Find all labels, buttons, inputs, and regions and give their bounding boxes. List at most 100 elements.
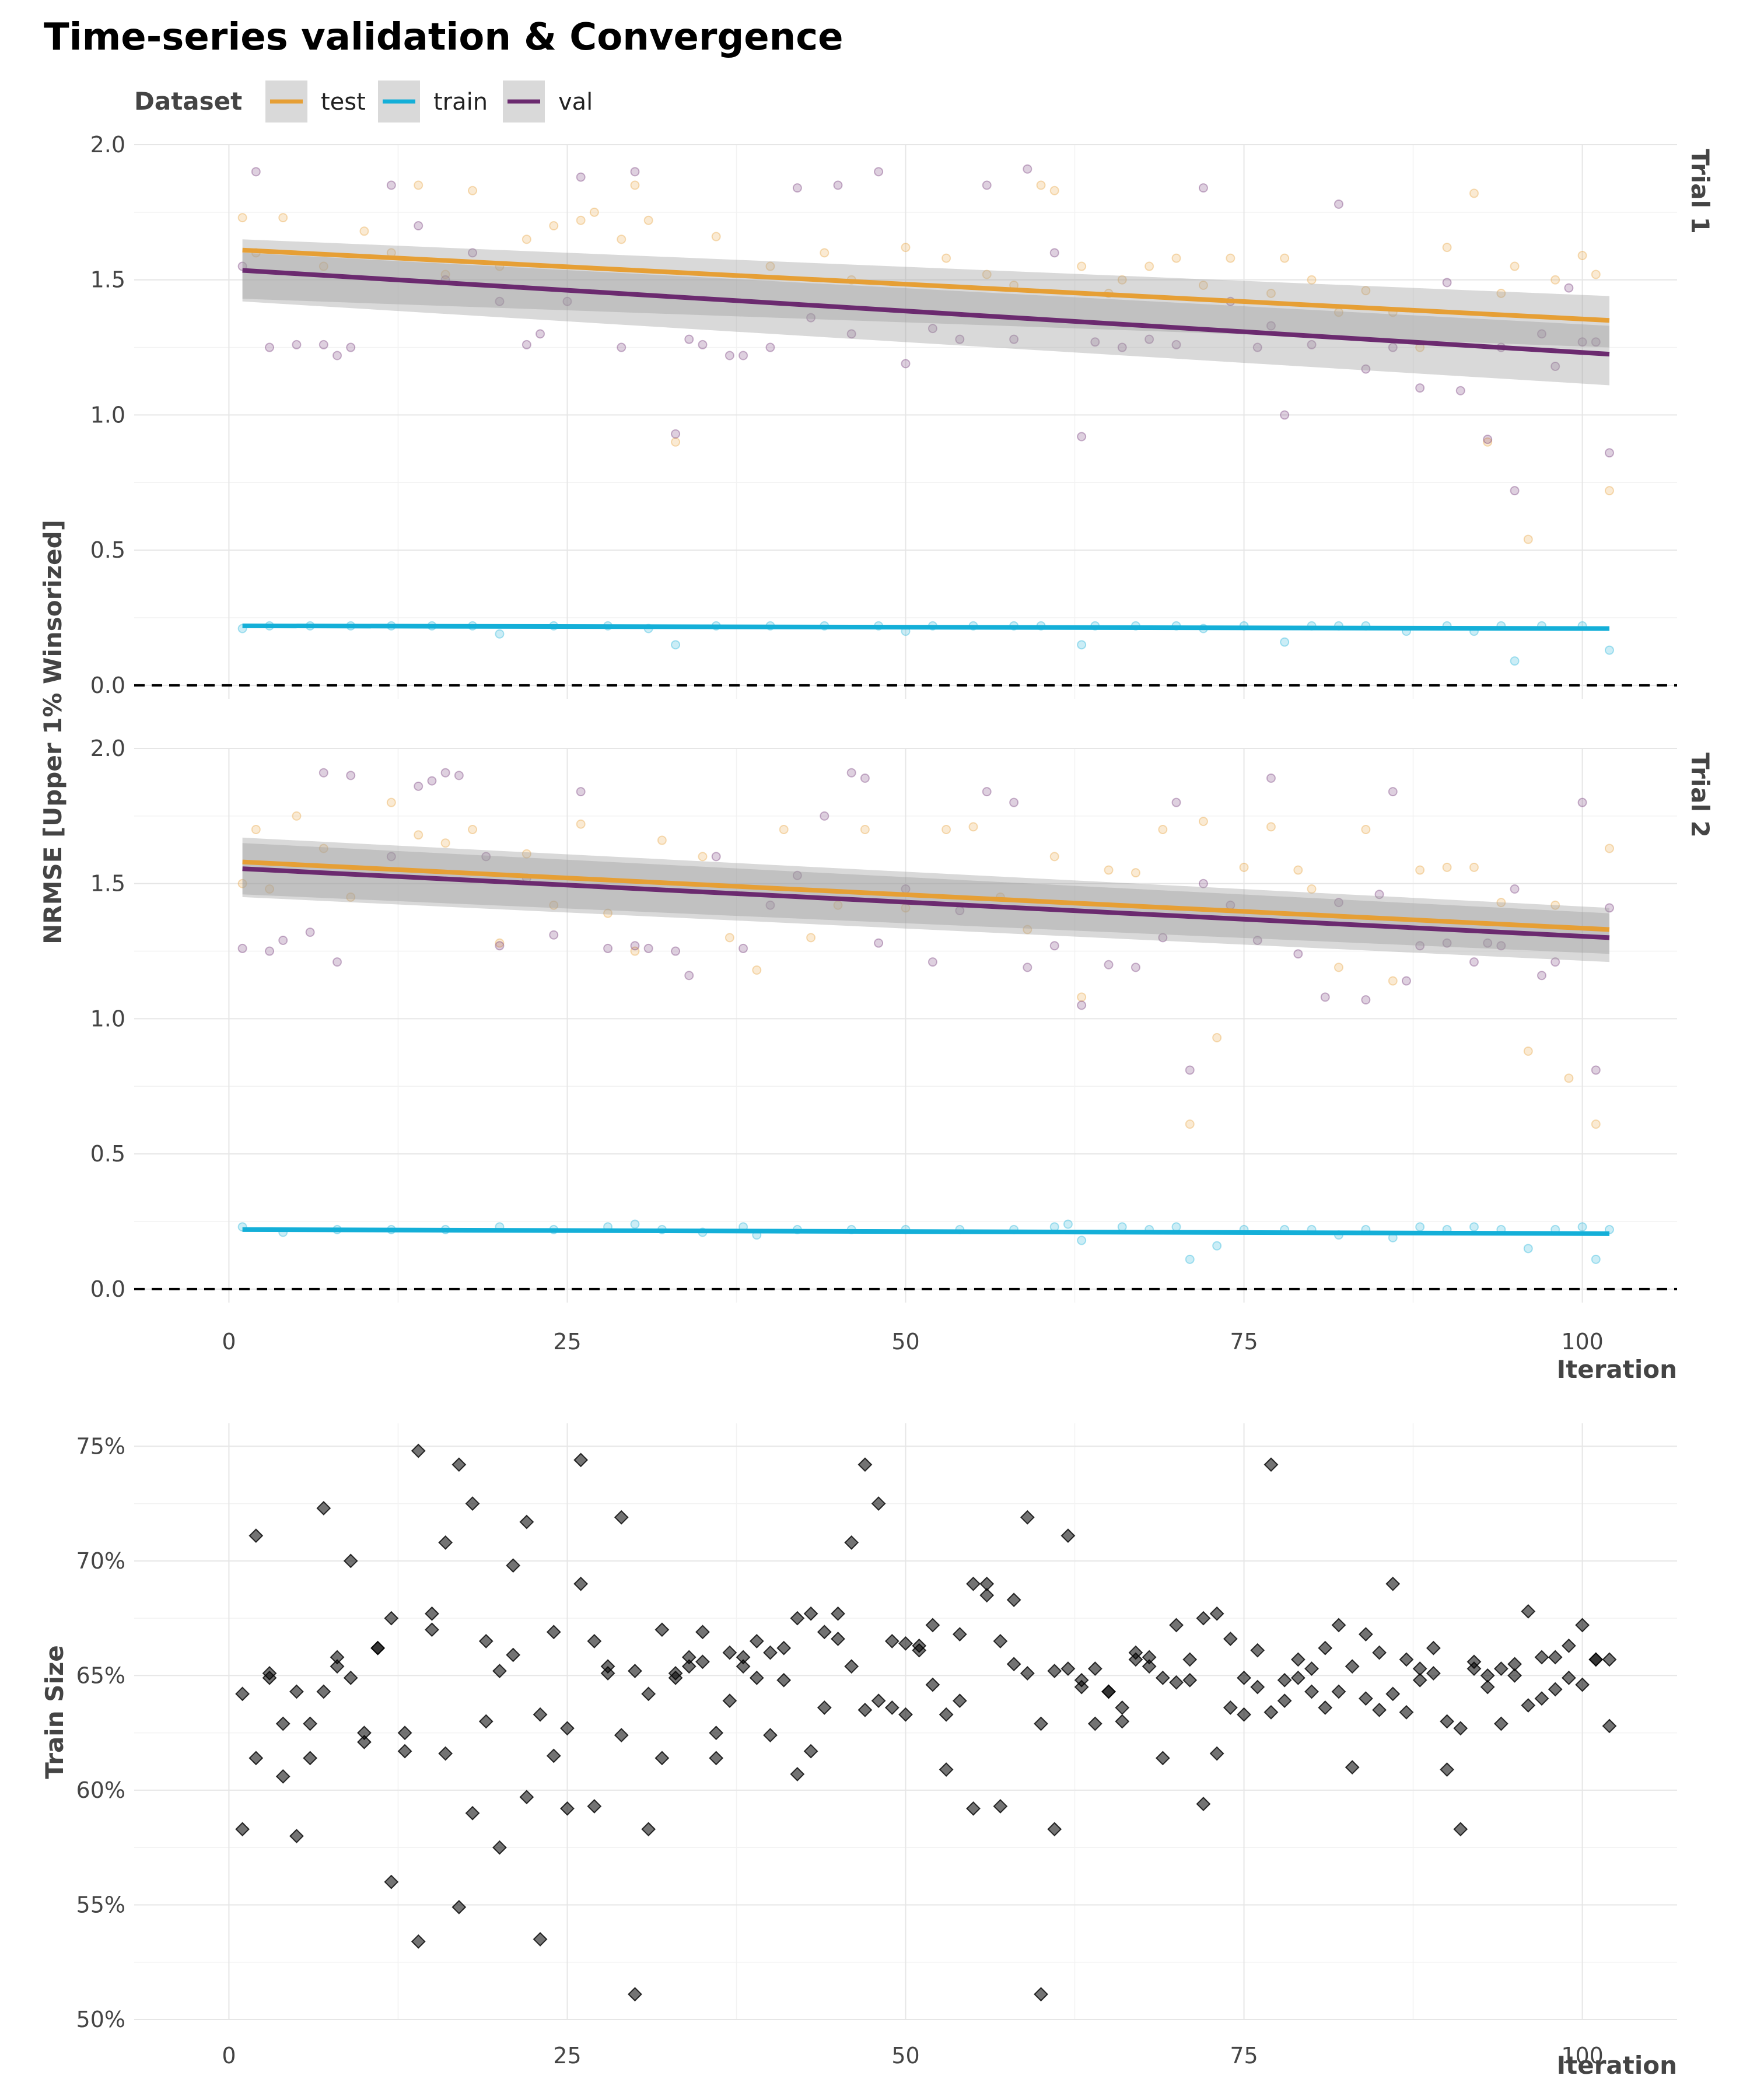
train-size-point [546, 1625, 561, 1640]
point-test [1036, 180, 1046, 190]
train-size-point [560, 1721, 575, 1736]
point-val [724, 351, 734, 360]
train-size-point [587, 1799, 602, 1814]
point-test [440, 838, 450, 848]
point-test [414, 180, 424, 190]
train-size-point [1087, 1716, 1102, 1731]
point-train [1523, 1244, 1533, 1254]
point-test [1023, 925, 1032, 935]
train-size-point [1426, 1666, 1441, 1681]
train-size-point [614, 1728, 629, 1742]
train-size-point [1480, 1679, 1495, 1695]
train-size-point [316, 1684, 331, 1699]
point-val [630, 167, 640, 177]
train-size-point [411, 1934, 426, 1949]
point-test [942, 825, 951, 835]
point-test [278, 213, 288, 223]
train-size-point [546, 1748, 561, 1763]
y-tick-label: 65% [76, 1662, 125, 1688]
train-size-point [1345, 1760, 1360, 1775]
train-size-point [1237, 1707, 1251, 1722]
train-size-point [397, 1726, 412, 1741]
point-val [874, 167, 884, 177]
train-size-point [506, 1558, 521, 1573]
train-size-point [681, 1659, 696, 1674]
train-size-point [384, 1611, 399, 1626]
train-size-point [776, 1672, 792, 1688]
point-val [237, 943, 247, 953]
point-train [1212, 1241, 1222, 1251]
point-train [1469, 1222, 1479, 1232]
train-size-point [316, 1501, 331, 1516]
point-val [346, 342, 356, 352]
point-test [1496, 288, 1506, 298]
x-tick-label: 75 [1230, 1329, 1258, 1354]
point-val [820, 811, 830, 821]
point-test [1226, 253, 1236, 263]
train-size-point [303, 1716, 318, 1731]
train-size-point [939, 1762, 954, 1777]
point-val [1077, 432, 1087, 442]
point-val [765, 900, 775, 910]
point-train [1077, 640, 1087, 650]
point-val [414, 781, 424, 791]
point-val [1442, 278, 1452, 288]
trend-line-test [242, 859, 1610, 932]
y-tick-label: 75% [76, 1433, 125, 1459]
train-size-point [831, 1606, 845, 1621]
train-size-point [235, 1822, 250, 1837]
point-val [1023, 164, 1032, 174]
train-size-point [898, 1707, 913, 1722]
point-test [576, 215, 586, 225]
train-size-point [519, 1790, 534, 1805]
train-size-point [952, 1627, 967, 1642]
point-val [1280, 410, 1290, 420]
train-size-point [1060, 1661, 1076, 1676]
point-val [1510, 486, 1520, 496]
point-val [481, 852, 491, 862]
point-val [536, 329, 545, 339]
train-size-point [1385, 1576, 1401, 1591]
point-val [318, 340, 328, 349]
point-test [630, 180, 640, 190]
point-val [562, 296, 572, 306]
train-size-point [1304, 1661, 1319, 1676]
point-val [1388, 342, 1398, 352]
y-tick-label: 50% [76, 2007, 125, 2032]
point-val [684, 334, 694, 344]
point-val [1009, 797, 1019, 807]
train-size-point [709, 1751, 724, 1766]
train-size-point [912, 1643, 927, 1658]
y-tick-label: 1.0 [90, 402, 125, 428]
x-axis-title-top: Iteration [1557, 1355, 1677, 1384]
point-test [1171, 253, 1181, 263]
train-size-point [600, 1666, 615, 1681]
point-test [318, 261, 328, 271]
train-size-point [966, 1801, 981, 1816]
point-test [1564, 1073, 1574, 1083]
point-val [1117, 342, 1127, 352]
train-size-point [803, 1606, 818, 1621]
x-tick-label: 0 [222, 2043, 236, 2068]
point-test [292, 811, 302, 821]
trend-line-train [242, 623, 1609, 631]
point-val [346, 771, 356, 780]
x-tick-label: 50 [891, 2043, 919, 2068]
train-size-point [1006, 1592, 1021, 1608]
train-size-point [1115, 1714, 1130, 1729]
legend-label-test: test [321, 89, 366, 116]
train-size-point [722, 1693, 737, 1709]
point-test [617, 235, 626, 244]
train-size-point [1020, 1510, 1035, 1525]
point-val [698, 340, 708, 349]
point-val [955, 334, 965, 344]
train-size-point [858, 1702, 873, 1717]
point-val [617, 342, 626, 352]
point-test [576, 819, 586, 829]
train-size-point [438, 1746, 453, 1761]
point-val [1252, 342, 1262, 352]
train-size-point [654, 1751, 670, 1766]
train-size-point [438, 1535, 453, 1550]
train-size-point [289, 1829, 304, 1843]
point-train [1077, 1236, 1087, 1245]
